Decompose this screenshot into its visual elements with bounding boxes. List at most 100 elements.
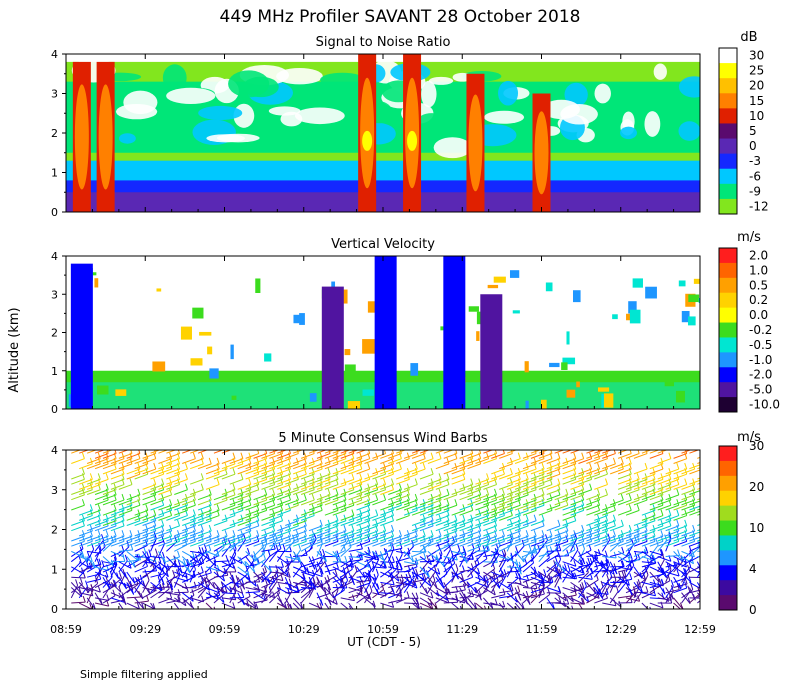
wind-barb-flag [582, 437, 584, 443]
wind-barb [316, 602, 321, 609]
wind-barb-flag [391, 587, 395, 595]
wind-barb-flag [391, 563, 395, 570]
wind-barb [641, 478, 656, 485]
colorbar-swatch [719, 490, 737, 507]
wind-barb [110, 484, 125, 490]
wind-barb [213, 494, 228, 501]
wind-barb [269, 458, 283, 464]
wind-barb-flag [676, 569, 680, 577]
wind-barb [570, 499, 584, 506]
wind-barb [451, 540, 466, 547]
wind-barb [435, 484, 450, 490]
wind-barb [213, 473, 228, 480]
wind-barb [118, 540, 133, 547]
wind-barb [142, 453, 156, 459]
wind-barb [166, 450, 177, 454]
wind-barb-flag [264, 488, 268, 496]
wind-barb-flag [680, 602, 683, 609]
wind-barb-flag [687, 585, 691, 592]
wind-barb [411, 453, 426, 459]
wind-barb [506, 484, 521, 490]
wind-barb [70, 561, 82, 573]
wind-barb [348, 556, 363, 559]
wind-barb [617, 463, 632, 470]
wind-barb-flag [295, 582, 299, 589]
wind-barb-flag [208, 457, 212, 465]
wind-barb [530, 458, 545, 464]
wind-barb [522, 468, 537, 475]
wind-barb-flag [390, 584, 394, 592]
wind-barb [490, 545, 501, 557]
wind-barb [197, 555, 208, 568]
wind-barb-flag [98, 442, 100, 448]
wind-barb [332, 540, 347, 547]
wind-barb [499, 515, 513, 521]
wind-barb [578, 458, 592, 464]
wind-barb-flag [566, 549, 570, 556]
wind-barb [221, 525, 236, 532]
wind-barb-flag [515, 546, 519, 553]
wind-barb [554, 494, 569, 501]
snr-core [534, 111, 549, 195]
wind-barb-flag [621, 546, 625, 554]
wind-barb-flag [256, 558, 260, 565]
colorbar-label: 5 [749, 124, 757, 138]
wind-barb [657, 484, 672, 490]
wind-barb [71, 540, 85, 547]
wind-barb [253, 591, 267, 599]
wind-barb [348, 535, 362, 542]
wind-barb [697, 498, 700, 501]
wind-barb [126, 458, 141, 464]
wind-barb-flag [334, 598, 338, 605]
wind-barb-flag [597, 450, 601, 454]
wind-barb-flag [637, 437, 639, 443]
wind-barb [182, 535, 196, 542]
wind-barb-flag [670, 593, 674, 600]
wind-barb-flag [525, 590, 529, 598]
wind-barb-flag [573, 560, 577, 567]
wind-barb [562, 561, 577, 567]
wind-barb [633, 484, 648, 490]
wind-barb [253, 468, 267, 475]
wind-barb [689, 510, 700, 516]
wind-barb-flag [375, 493, 379, 501]
wind-barb [602, 509, 616, 516]
wind-barb-flag [525, 530, 529, 537]
wind-barb [451, 525, 466, 532]
wind-barb [316, 540, 331, 547]
wind-barb [467, 499, 481, 506]
wind-barb [586, 458, 600, 464]
wind-barb-flag [547, 578, 551, 585]
wind-barb-flag [280, 450, 284, 454]
wind-barb [665, 589, 680, 594]
wind-barb [555, 443, 568, 448]
wind-barb [340, 478, 355, 485]
wind-barb-flag [121, 504, 125, 511]
wind-barb-flag [645, 586, 649, 593]
wind-barb-flag [470, 499, 474, 506]
wind-barb [269, 494, 283, 501]
wind-barb [594, 494, 608, 501]
wind-barb-flag [446, 530, 450, 537]
wind-barb [641, 591, 655, 599]
wind-barb [546, 535, 561, 542]
wind-barb [649, 450, 660, 454]
wind-barb-flag [644, 473, 648, 480]
wind-barb [237, 504, 252, 511]
wind-barb-flag [411, 555, 415, 562]
wind-barb [134, 587, 144, 600]
velocity-column [374, 256, 397, 409]
wind-barb [396, 494, 410, 501]
wind-barb-flag [620, 519, 624, 527]
wind-barb-flag [141, 602, 145, 609]
wind-barb [530, 593, 545, 599]
wind-barb-flag [604, 550, 608, 557]
wind-barb [633, 550, 648, 554]
wind-barb [443, 450, 454, 454]
wind-barb [237, 566, 250, 576]
wind-barb-flag [495, 437, 497, 443]
wind-barb [142, 555, 152, 568]
wind-barb-flag [583, 608, 585, 609]
y-tick-label: 1 [51, 167, 58, 180]
wind-barb [86, 458, 101, 464]
